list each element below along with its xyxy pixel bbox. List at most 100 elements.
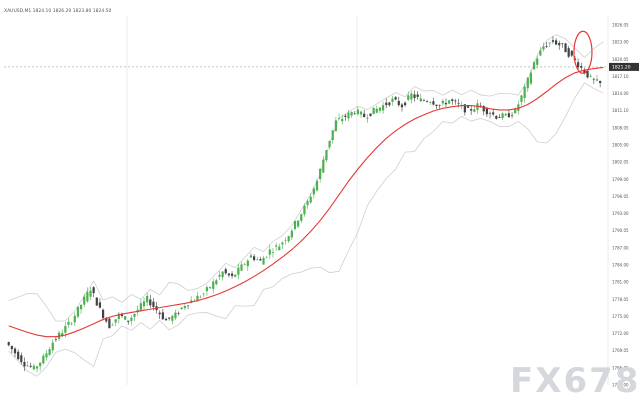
candle-body: [334, 120, 337, 132]
y-tick-label: 1769.05: [612, 348, 629, 353]
candle-body: [139, 303, 142, 311]
y-tick-label: 1790.05: [612, 228, 629, 233]
current-price-label: 1821.20: [612, 65, 631, 71]
candle-body: [532, 62, 536, 70]
candle-body: [158, 312, 161, 315]
candle-body: [224, 269, 227, 274]
candle-body: [108, 318, 111, 329]
candle-body: [83, 296, 86, 305]
candle-body: [599, 80, 602, 83]
candle-body: [353, 113, 356, 115]
y-tick-label: 1811.10: [612, 108, 629, 113]
candle-body: [337, 117, 341, 119]
candle-body: [564, 43, 567, 53]
candle-body: [482, 105, 485, 112]
candle-body: [551, 40, 555, 42]
candle-body: [545, 46, 548, 47]
candle-body: [372, 107, 375, 115]
candle-body: [498, 117, 501, 118]
candle-body: [309, 196, 312, 203]
y-tick-label: 1772.00: [612, 331, 629, 336]
candle-body: [230, 273, 234, 276]
candle-body: [457, 103, 460, 104]
candle-body: [319, 168, 322, 180]
candle-body: [558, 42, 561, 46]
candle-body: [592, 78, 595, 80]
candle-body: [61, 332, 64, 337]
candle-body: [580, 66, 583, 68]
candle-body: [466, 106, 470, 108]
annotation-ellipse: [573, 30, 593, 74]
candle-body: [542, 46, 545, 50]
candle-body: [180, 307, 183, 310]
candle-body: [76, 306, 80, 317]
candle-body: [221, 271, 224, 278]
candle-body: [514, 108, 517, 114]
candle-body: [23, 362, 26, 367]
candle-body: [344, 115, 347, 117]
candle-body: [536, 58, 539, 65]
candle-body: [174, 312, 177, 319]
y-tick-label: 1823.00: [612, 40, 629, 45]
candle-body: [520, 95, 523, 102]
candle-body: [586, 70, 589, 78]
candle-body: [369, 113, 372, 116]
y-tick-label: 1826.05: [612, 23, 629, 28]
y-tick-label: 1787.00: [612, 245, 629, 250]
candle-body: [385, 102, 388, 106]
candle-body: [205, 287, 209, 292]
candle-body: [287, 236, 290, 242]
y-tick-label: 1802.05: [612, 160, 629, 165]
candle-body: [227, 273, 231, 276]
candle-body: [278, 246, 281, 251]
candle-body: [183, 306, 186, 309]
candle-body: [284, 240, 287, 242]
candle-body: [142, 301, 146, 307]
candle-body: [448, 100, 451, 104]
candle-body: [259, 259, 262, 261]
candle-body: [196, 295, 199, 302]
candle-body: [164, 318, 168, 321]
candle-body: [240, 264, 243, 271]
candle-body: [523, 86, 526, 99]
candle-body: [79, 304, 83, 310]
candle-body: [281, 242, 284, 245]
candle-body: [429, 102, 432, 103]
candle-body: [504, 113, 507, 116]
price-axis[interactable]: 1826.05 1823.00 1820.05 1817.10 1814.00 1811.…: [609, 23, 639, 388]
candle-body: [394, 97, 397, 100]
candle-body: [375, 108, 378, 113]
y-tick-label: 1766.05: [612, 365, 629, 370]
candle-body: [26, 365, 29, 367]
candle-body: [495, 115, 498, 119]
candle-body: [271, 252, 275, 253]
candle-body: [246, 260, 249, 267]
candle-body: [435, 104, 438, 106]
current-price-tag: [609, 62, 639, 71]
y-tick-label: 1775.00: [612, 314, 629, 319]
candle-body: [463, 104, 466, 113]
candle-body: [470, 109, 473, 111]
candle-body: [473, 109, 476, 112]
candle-body: [501, 113, 504, 119]
candle-body: [589, 75, 592, 77]
candle-body: [526, 77, 529, 89]
candle-body: [583, 69, 586, 74]
candle-body: [356, 109, 360, 115]
candle-body: [441, 100, 444, 104]
candle-body: [243, 264, 246, 265]
candle-body: [268, 249, 271, 255]
candle-body: [454, 100, 457, 102]
candle-body: [378, 107, 382, 111]
candle-body: [444, 102, 448, 105]
candle-body: [127, 320, 130, 322]
lower-band: [8, 82, 604, 377]
y-tick-label: 1793.00: [612, 211, 629, 216]
candle-body: [35, 366, 39, 369]
candle-body: [567, 48, 570, 57]
candle-body: [300, 214, 303, 221]
candle-body: [70, 323, 73, 325]
moving-average-path: [8, 66, 604, 338]
